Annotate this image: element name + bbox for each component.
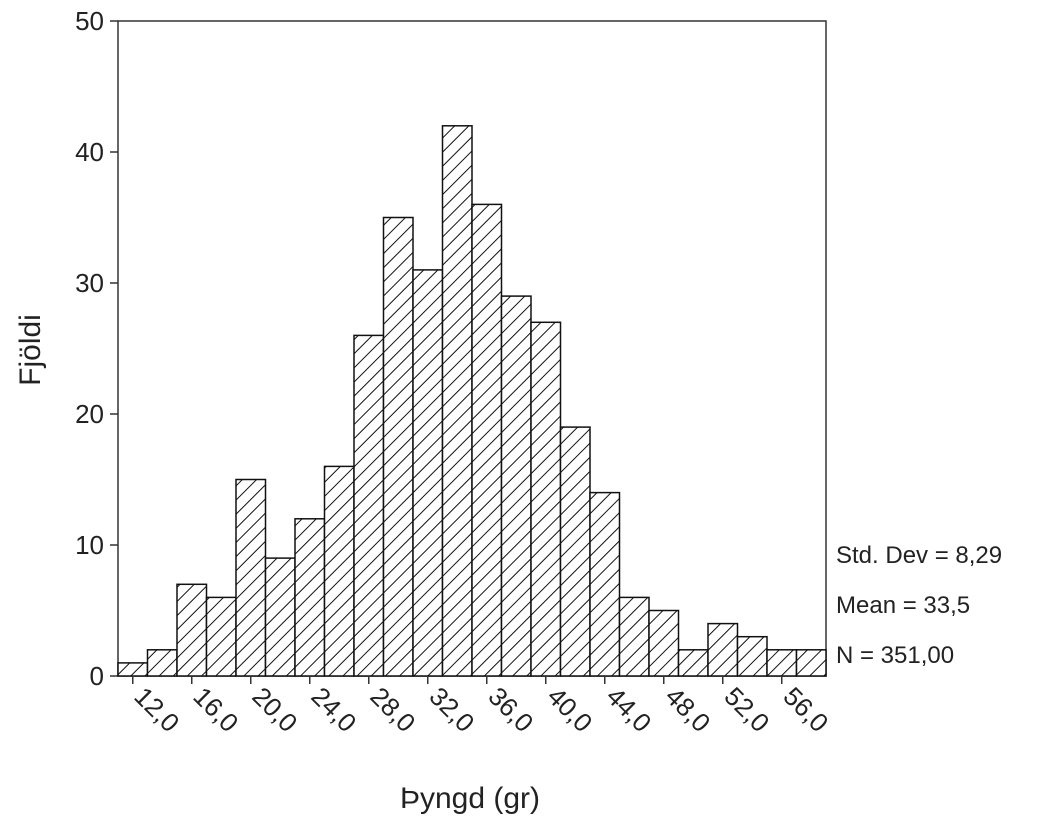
x-tick-label: 24,0 (306, 681, 363, 738)
x-tick-label: 52,0 (719, 681, 776, 738)
y-tick-label: 50 (75, 6, 104, 36)
bar (264, 557, 296, 677)
bar (736, 635, 768, 677)
x-tick-label: 40,0 (542, 681, 599, 738)
bar (618, 596, 650, 677)
y-axis-label: Fjöldi (14, 314, 47, 386)
bar (235, 478, 267, 677)
y-tick-label: 10 (75, 530, 104, 560)
x-tick-label: 32,0 (424, 681, 481, 738)
bar (707, 622, 739, 677)
bar (471, 203, 503, 677)
bar (176, 583, 208, 677)
bar (648, 609, 680, 677)
x-tick-label: 12,0 (129, 681, 186, 738)
bar (677, 649, 709, 677)
bar (382, 216, 414, 677)
y-tick-label: 0 (90, 661, 104, 691)
x-tick-label: 20,0 (247, 681, 304, 738)
y-tick-label: 40 (75, 137, 104, 167)
bar (353, 334, 385, 677)
bar (412, 269, 444, 677)
x-tick-label: 16,0 (188, 681, 245, 738)
bar (146, 649, 178, 677)
stat-annotation: Mean = 33,5 (836, 592, 970, 619)
x-tick-label: 36,0 (483, 681, 540, 738)
bar (795, 649, 827, 677)
stat-annotation: Std. Dev = 8,29 (836, 542, 1002, 569)
bar (559, 426, 591, 677)
bar (117, 662, 149, 677)
bar (500, 295, 532, 677)
bar (530, 321, 562, 677)
bar (441, 125, 473, 677)
bar (294, 518, 326, 677)
y-tick-label: 20 (75, 399, 104, 429)
bar (589, 491, 621, 677)
x-axis-label: Þyngd (gr) (400, 782, 540, 815)
x-tick-label: 48,0 (660, 681, 717, 738)
y-tick-label: 30 (75, 268, 104, 298)
x-tick-label: 44,0 (601, 681, 658, 738)
x-tick-label: 28,0 (365, 681, 422, 738)
x-tick-label: 56,0 (778, 681, 835, 738)
bar (323, 465, 355, 677)
bar (205, 596, 237, 677)
stat-annotation: N = 351,00 (836, 642, 954, 669)
bar (766, 649, 798, 677)
